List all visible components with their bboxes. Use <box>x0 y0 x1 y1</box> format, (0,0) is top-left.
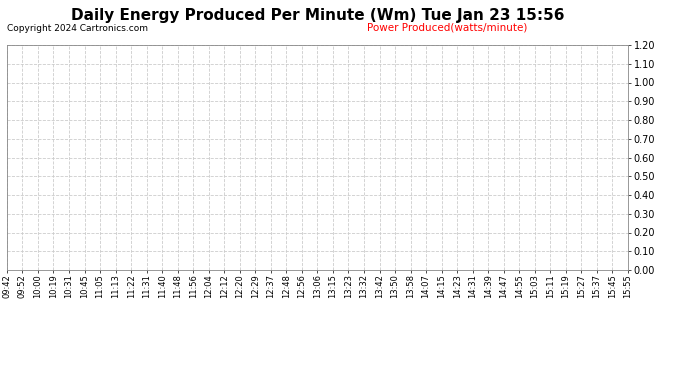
Title: Daily Energy Produced Per Minute (Wm) Tue Jan 23 15:56: Daily Energy Produced Per Minute (Wm) Tu… <box>70 8 564 23</box>
Text: Copyright 2024 Cartronics.com: Copyright 2024 Cartronics.com <box>7 24 148 33</box>
Text: Power Produced(watts/minute): Power Produced(watts/minute) <box>367 22 527 33</box>
